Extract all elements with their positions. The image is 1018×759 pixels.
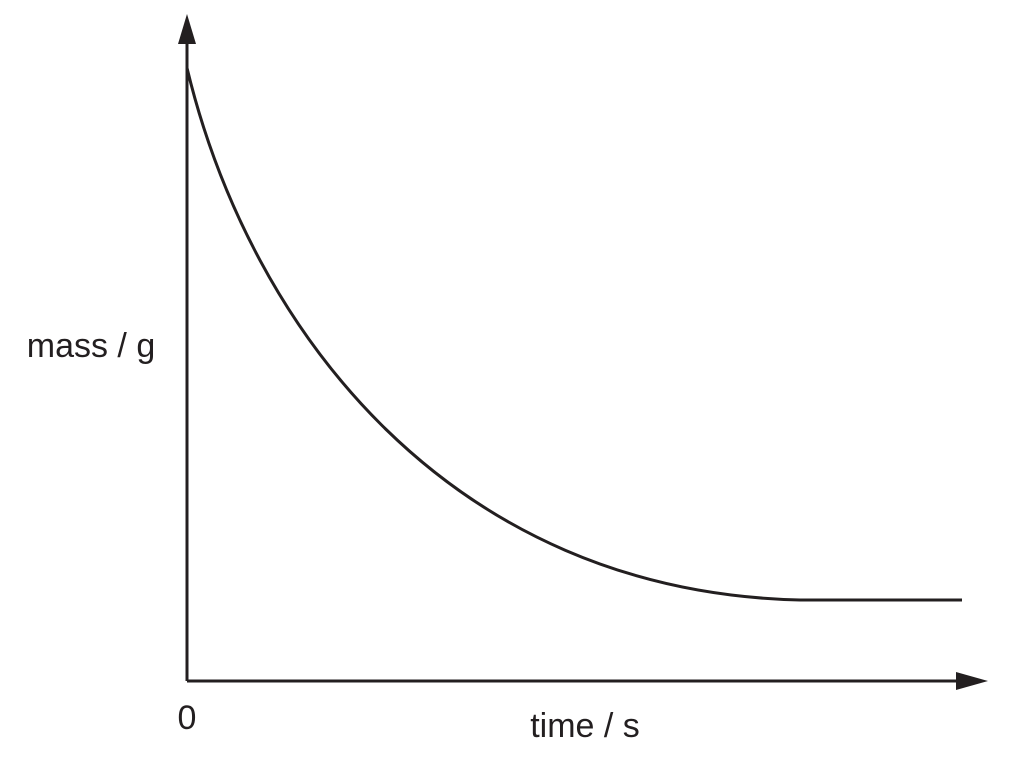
x-axis-label: time / s bbox=[530, 707, 640, 745]
mass-curve bbox=[185, 67, 962, 602]
x-axis-arrow bbox=[956, 672, 988, 690]
y-axis-arrow bbox=[178, 14, 196, 44]
origin-label: 0 bbox=[178, 699, 197, 737]
y-axis-label: mass / g bbox=[27, 327, 155, 365]
